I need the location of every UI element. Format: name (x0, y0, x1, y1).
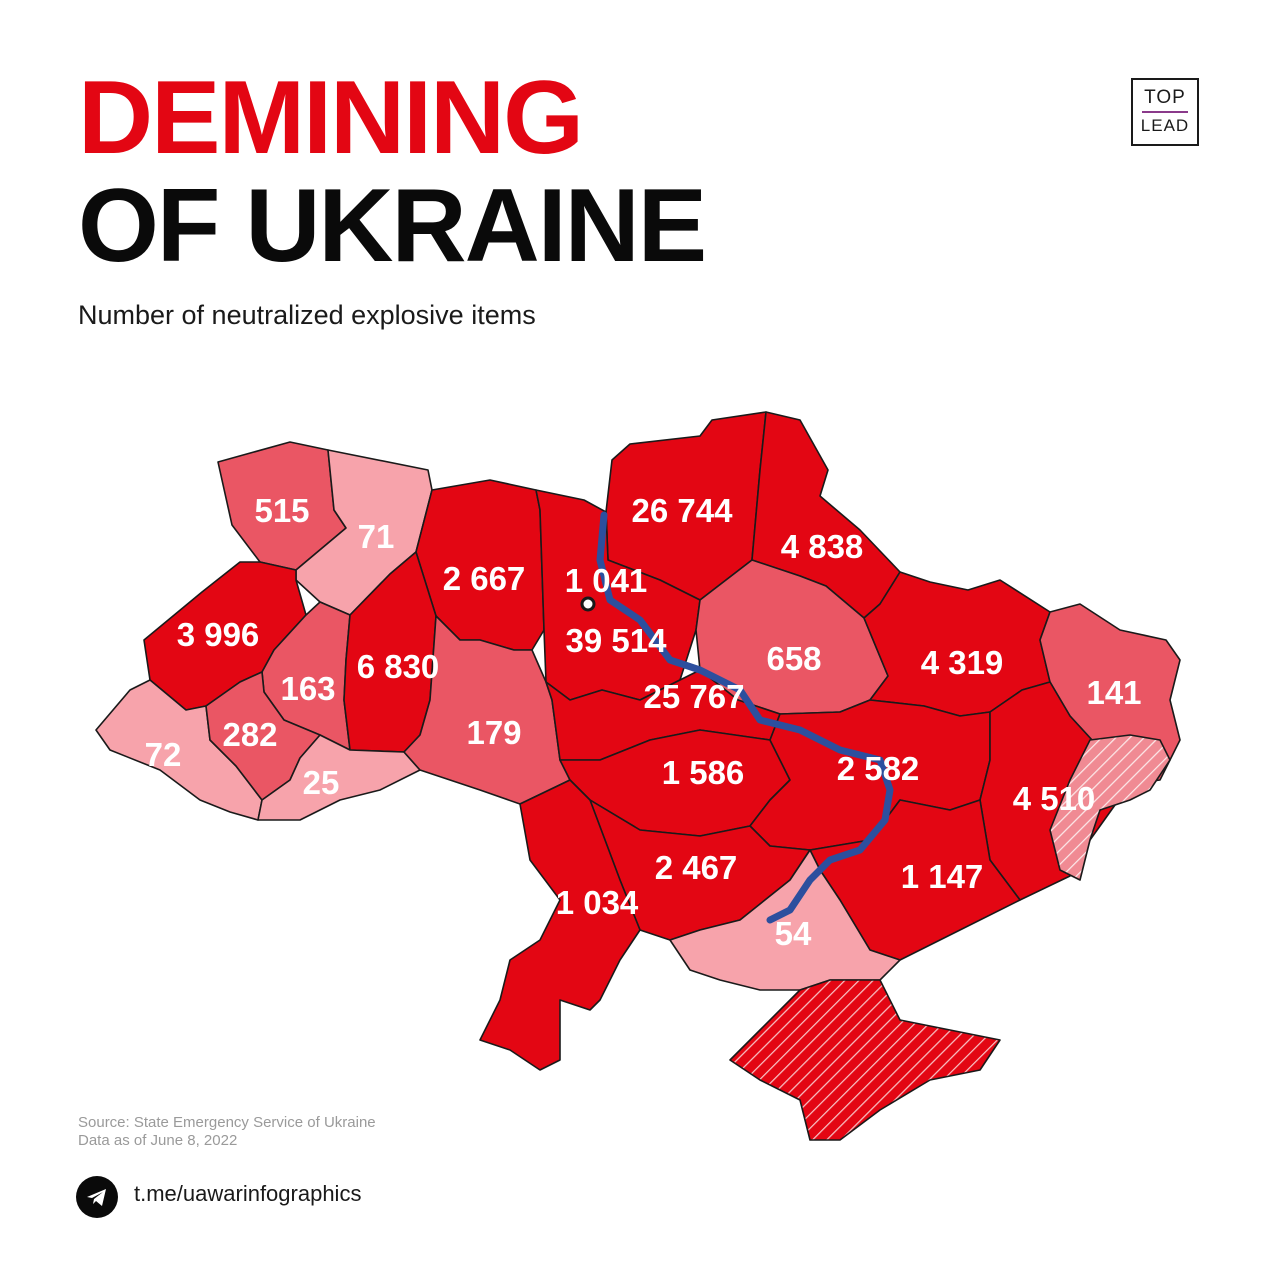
logo-bottom-text: LEAD (1140, 116, 1190, 135)
region-label-chernivtsi: 25 (303, 764, 340, 801)
region-label-ternopil: 163 (280, 670, 335, 707)
region-odesa (479, 779, 641, 1071)
region-label-kyiv-city: 1 041 (565, 562, 648, 599)
region-label-zaporizhzhia: 1 147 (901, 858, 984, 895)
data-date-text: Data as of June 8, 2022 (78, 1132, 238, 1149)
region-labels: 515 71 2 667 1 041 26 744 4 838 3 996 163 6 830 3… (145, 492, 1142, 952)
telegram-link[interactable]: t.me/uawarinfographics (134, 1181, 362, 1206)
region-label-donetsk: 4 510 (1013, 780, 1096, 817)
region-label-khmelnytskyi: 6 830 (357, 648, 440, 685)
logo-top-text: TOP (1144, 87, 1186, 108)
region-label-cherkasy: 25 767 (644, 678, 745, 715)
region-label-rivne: 71 (358, 518, 395, 555)
region-label-sumy: 4 838 (781, 528, 864, 565)
region-label-kyiv-oblast: 39 514 (566, 622, 668, 659)
region-label-luhansk: 141 (1086, 674, 1141, 711)
region-label-kharkiv: 4 319 (921, 644, 1004, 681)
region-label-chernihiv: 26 744 (632, 492, 734, 529)
region-label-vinnytsia: 179 (466, 714, 521, 751)
region-kherson (669, 849, 901, 991)
region-label-lviv: 3 996 (177, 616, 260, 653)
dnipro-river (596, 511, 894, 924)
region-crimea (729, 979, 1001, 1141)
region-label-kirovohrad: 1 586 (662, 754, 745, 791)
top-lead-logo: TOP LEAD (1131, 78, 1199, 146)
region-label-dnipropetrovsk: 2 582 (837, 750, 920, 787)
source-text: Source: State Emergency Service of Ukrai… (78, 1114, 376, 1131)
title-line-2: OF UKRAINE (78, 168, 707, 284)
region-label-kherson: 54 (775, 915, 812, 952)
region-label-ivano-frankivsk: 282 (222, 716, 277, 753)
region-label-poltava: 658 (766, 640, 821, 677)
region-label-odesa: 1 034 (556, 884, 639, 921)
region-label-mykolaiv: 2 467 (655, 849, 738, 886)
region-label-zakarpattia: 72 (145, 736, 182, 773)
title-line-1: DEMINING (78, 60, 584, 176)
kyiv-city-marker (580, 596, 596, 612)
telegram-icon[interactable] (76, 1176, 118, 1218)
occupied-donetsk-luhansk (1049, 734, 1171, 881)
region-label-zhytomyr: 2 667 (443, 560, 526, 597)
source-block: Source: State Emergency Service of Ukrai… (78, 1114, 376, 1150)
region-label-volyn: 515 (254, 492, 309, 529)
logo-divider (1142, 111, 1188, 113)
subtitle: Number of neutralized explosive items (78, 300, 536, 330)
